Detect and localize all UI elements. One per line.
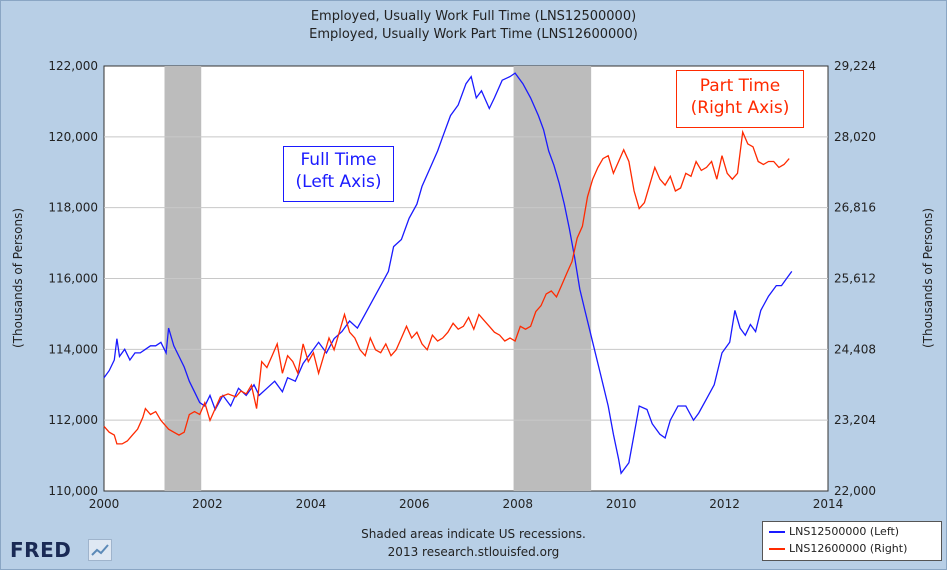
y-tick-label-right: 25,612 [834,272,876,286]
chart-title-line-2: Employed, Usually Work Part Time (LNS126… [309,27,638,42]
legend-label-full-time: LNS12500000 (Left) [789,525,900,538]
legend-swatch-part-time [769,548,785,550]
x-tick-label: 2010 [606,497,637,511]
y-tick-label-left: 112,000 [48,413,98,427]
fred-logo[interactable]: FRED [10,538,72,562]
x-tick-label: 2006 [399,497,430,511]
annotation-full-time-line-1: Full Time [300,150,377,170]
y-tick-label-right: 28,020 [834,130,876,144]
y-tick-label-left: 114,000 [48,342,98,356]
y-tick-label-left: 120,000 [48,130,98,144]
recession-note: Shaded areas indicate US recessions. [361,527,586,541]
y-tick-label-left: 116,000 [48,272,98,286]
legend: LNS12500000 (Left) LNS12600000 (Right) [762,521,942,561]
annotation-part-time: Part Time (Right Axis) [676,70,804,128]
y-axis-label-right: (Thousands of Persons) [921,208,935,348]
chart-title-line-1: Employed, Usually Work Full Time (LNS125… [310,9,637,24]
x-tick-label: 2000 [89,497,120,511]
y-tick-label-right: 23,204 [834,413,876,427]
legend-swatch-full-time [769,531,785,533]
annotation-full-time-line-2: (Left Axis) [295,172,382,192]
legend-item-part-time: LNS12600000 (Right) [769,541,907,557]
fred-chart-icon [88,539,112,561]
legend-label-part-time: LNS12600000 (Right) [789,542,908,555]
x-tick-label: 2014 [813,497,844,511]
series-line-full-time [103,72,793,475]
y-tick-label-right: 29,224 [834,59,876,73]
legend-item-full-time: LNS12500000 (Left) [769,524,899,540]
y-tick-label-right: 22,000 [834,484,876,498]
source-note[interactable]: 2013 research.stlouisfed.org [387,545,560,559]
y-tick-label-right: 24,408 [834,342,876,356]
y-tick-label-left: 118,000 [48,201,98,215]
x-tick-label: 2012 [709,497,740,511]
annotation-part-time-line-2: (Right Axis) [690,98,790,118]
x-tick-label: 2004 [296,497,327,511]
annotation-full-time: Full Time (Left Axis) [283,146,394,202]
y-axis-label-left: (Thousands of Persons) [11,208,25,348]
y-tick-label-right: 26,816 [834,201,876,215]
annotation-part-time-line-1: Part Time [699,76,781,96]
x-tick-label: 2008 [502,497,533,511]
series-line-part-time [103,129,790,445]
y-tick-label-left: 122,000 [48,59,98,73]
y-tick-label-left: 110,000 [48,484,98,498]
x-tick-label: 2002 [192,497,223,511]
